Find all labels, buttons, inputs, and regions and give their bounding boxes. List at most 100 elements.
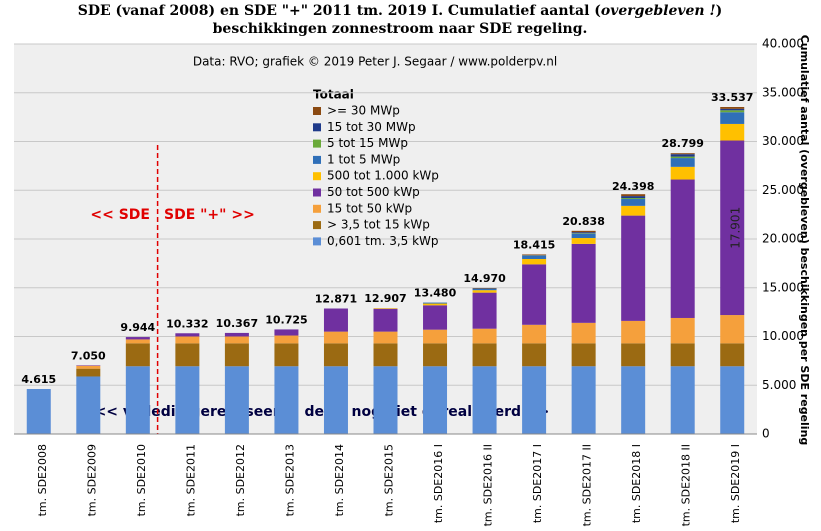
total-label: 12.907 <box>364 292 406 305</box>
annotation: << SDE <box>90 207 150 223</box>
bar-segment <box>720 123 745 141</box>
total-label: 28.799 <box>661 137 703 150</box>
y-tick-label: 30.000 <box>762 134 804 148</box>
bar-segment <box>175 336 200 344</box>
legend-swatch <box>313 204 321 213</box>
bar-segment <box>423 305 448 330</box>
bar-segment <box>720 315 745 344</box>
legend-swatch <box>313 237 321 246</box>
y-tick-label: 35.000 <box>762 85 804 99</box>
bar-segment <box>670 343 695 367</box>
legend-swatch <box>313 123 321 132</box>
bar-segment <box>472 290 497 293</box>
bar-segment <box>571 230 596 233</box>
total-label: 12.871 <box>315 293 357 306</box>
total-label: 20.838 <box>562 215 604 228</box>
x-tick-label: tm. SDE2017 I <box>531 444 544 523</box>
bar-segment <box>522 264 547 325</box>
legend-label: >= 30 MWp <box>327 104 400 118</box>
bar-segment <box>571 233 596 239</box>
bar-segment <box>522 343 547 367</box>
y-tick-label: 15.000 <box>762 280 804 294</box>
bar-segment <box>670 154 695 157</box>
bar-segment <box>423 366 448 434</box>
bar-segment <box>720 107 745 109</box>
x-tick-label: tm. SDE2011 <box>184 444 197 516</box>
legend-label: 1 tot 5 MWp <box>327 152 400 166</box>
x-tick-label: tm. SDE2015 <box>383 444 396 516</box>
legend-swatch <box>313 172 321 181</box>
bar-segment <box>522 324 547 344</box>
bar-segment <box>522 258 547 265</box>
x-tick-label: tm. SDE2009 <box>85 444 98 516</box>
total-label: 33.537 <box>711 91 753 104</box>
bar-segment <box>621 343 646 367</box>
chart-subtitle: beschikkingen zonnestroom naar SDE regel… <box>213 21 588 37</box>
bar-segment <box>125 337 150 340</box>
bar-segment <box>571 243 596 323</box>
bar-segment <box>76 376 101 434</box>
chart-title: SDE (vanaf 2008) en SDE "+" 2011 tm. 201… <box>78 3 723 19</box>
total-label: 4.615 <box>21 373 56 386</box>
bar-segment <box>323 308 348 332</box>
y-tick-label: 5.000 <box>762 378 796 392</box>
y-tick-label: 0 <box>762 427 770 441</box>
bar-segment <box>472 366 497 434</box>
legend-swatch <box>313 155 321 164</box>
bar-segment <box>423 302 448 304</box>
bar-segment <box>323 343 348 367</box>
bar-segment <box>720 366 745 434</box>
title-part: overgebleven ! <box>601 3 716 19</box>
bar-segment <box>670 158 695 167</box>
x-tick-label: tm. SDE2016 I <box>432 444 445 523</box>
bar-segment <box>175 343 200 367</box>
data-label: 17.901 <box>729 207 743 249</box>
total-label: 10.725 <box>265 313 307 326</box>
legend-label: 500 tot 1.000 kWp <box>327 169 439 183</box>
y-tick-label: 20.000 <box>762 232 804 246</box>
x-tick-label: tm. SDE2008 <box>36 444 49 516</box>
x-tick-label: tm. SDE2014 <box>333 444 346 516</box>
x-tick-label: tm. SDE2010 <box>135 444 148 516</box>
bar-segment <box>621 320 646 344</box>
bar-segment <box>670 366 695 434</box>
bar-segment <box>274 335 299 344</box>
legend-swatch <box>313 107 321 115</box>
bar-segment <box>76 365 101 369</box>
legend-swatch <box>313 139 321 148</box>
bar-segment <box>720 108 745 111</box>
bar-segment <box>224 332 249 337</box>
legend-label: 15 tot 30 MWp <box>327 120 416 134</box>
bar-segment <box>670 156 695 159</box>
x-tick-label: tm. SDE2018 I <box>630 444 643 523</box>
total-label: 13.480 <box>414 287 457 300</box>
y-tick-label: 40.000 <box>762 37 804 51</box>
x-tick-label: tm. SDE2016 II <box>482 444 495 526</box>
bar-segment <box>274 329 299 336</box>
bar-segment <box>571 366 596 434</box>
legend-swatch <box>313 188 321 197</box>
legend-label: 50 tot 500 kWp <box>327 185 420 199</box>
bar-segment <box>373 308 398 309</box>
bar-segment <box>571 322 596 344</box>
bar-segment <box>423 343 448 367</box>
bar-segment <box>76 368 101 377</box>
bar-segment <box>670 153 695 155</box>
bar-segment <box>472 328 497 344</box>
bar-segment <box>571 238 596 244</box>
bar-segment <box>224 336 249 344</box>
legend-label: > 3,5 tot 15 kWp <box>327 218 430 232</box>
bar-segment <box>621 198 646 200</box>
bar-segment <box>571 232 596 234</box>
bar-segment <box>373 331 398 344</box>
x-tick-label: tm. SDE2017 II <box>581 444 594 526</box>
bar-segment <box>621 199 646 206</box>
y-tick-label: 25.000 <box>762 183 804 197</box>
bar-segment <box>720 112 745 124</box>
total-label: 9.944 <box>120 321 155 334</box>
bar-segment <box>373 366 398 434</box>
bar-segment <box>720 343 745 367</box>
bar-segment <box>621 196 646 199</box>
bar-segment <box>670 166 695 180</box>
x-tick-label: tm. SDE2019 I <box>729 444 742 523</box>
